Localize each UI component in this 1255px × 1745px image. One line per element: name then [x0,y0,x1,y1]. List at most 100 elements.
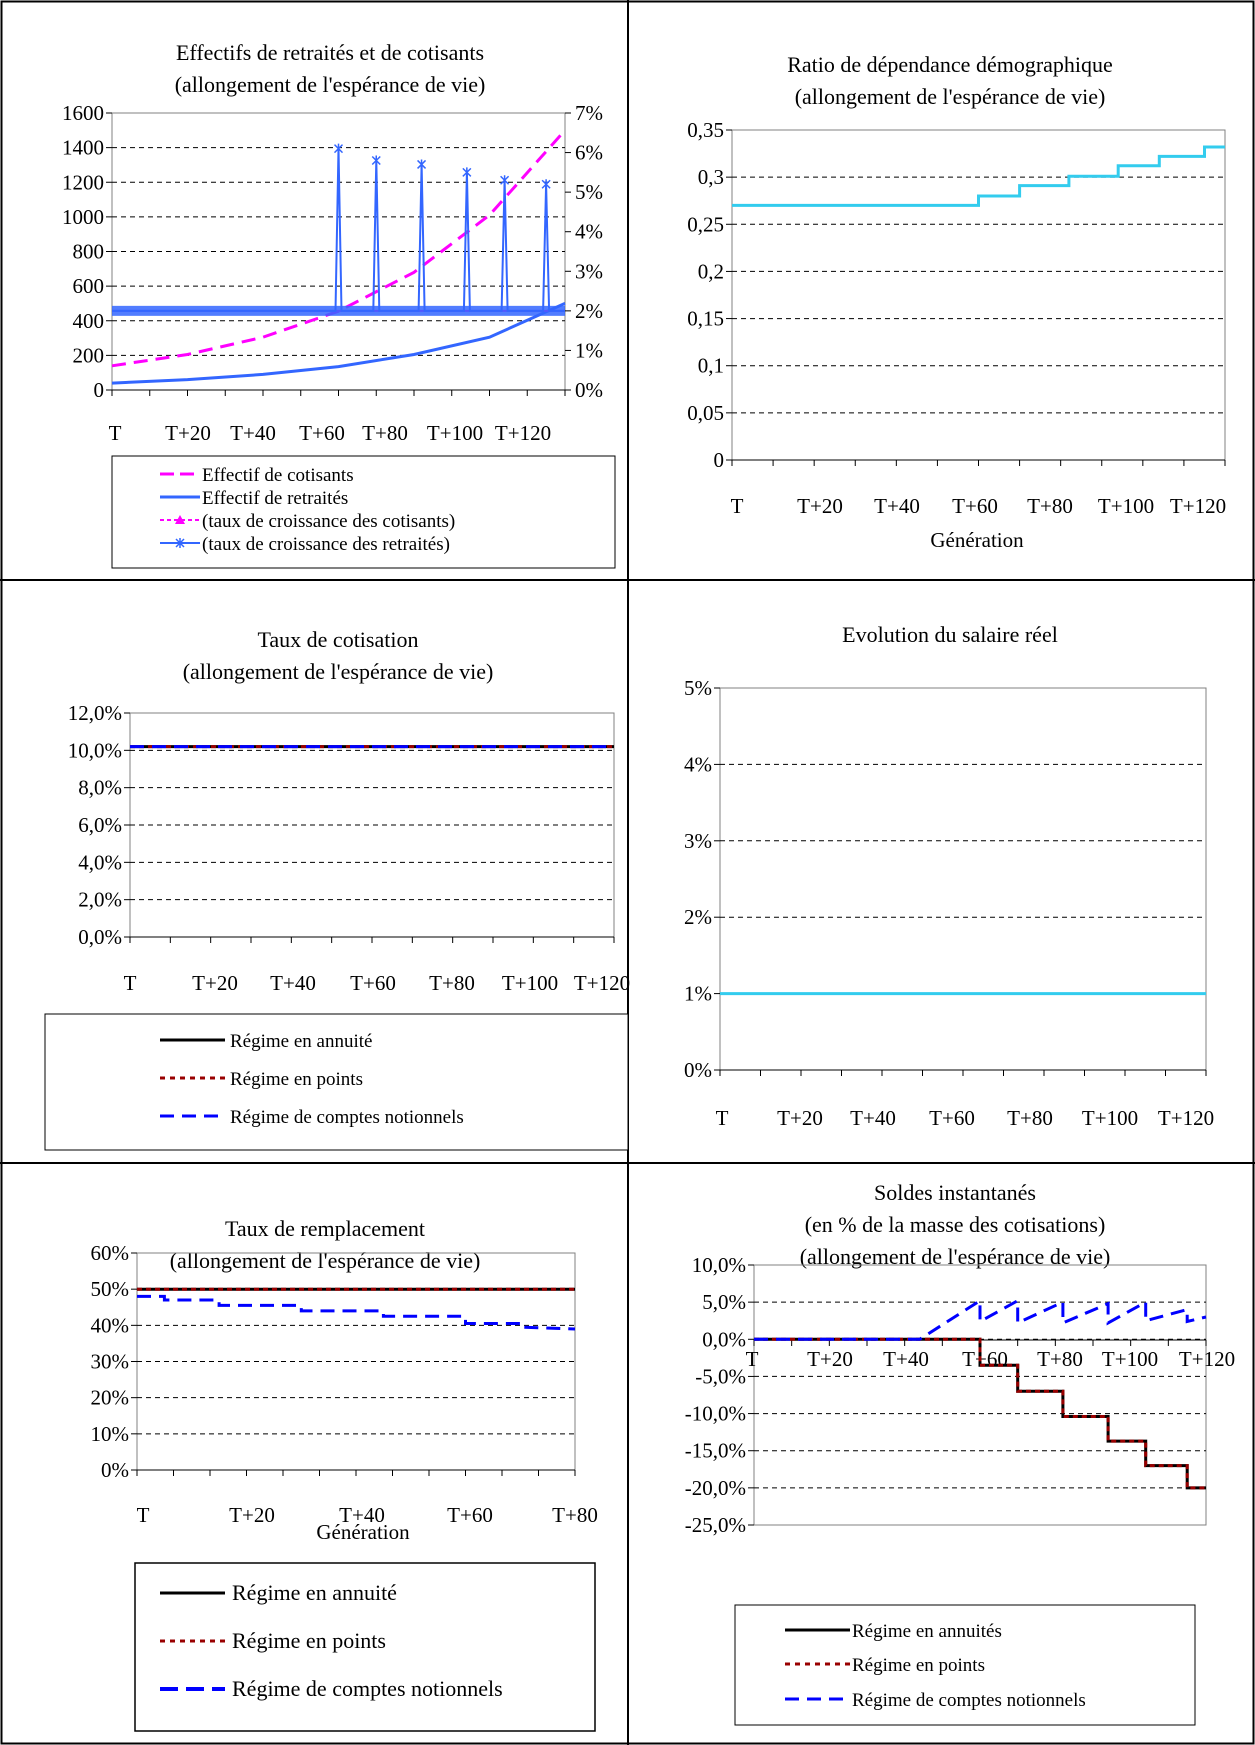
y-tick-label: 0,25 [687,212,724,236]
chart-title: Effectifs de retraités et de cotisants [176,40,484,65]
x-tick-label: T [746,1347,759,1371]
y2-tick-label: 5% [575,180,603,204]
y2-tick-label: 2% [575,299,603,323]
x-tick-label: T+100 [1098,494,1154,518]
y-tick-label: 0,15 [687,307,724,331]
x-tick-label: T+20 [192,971,238,995]
x-tick-label: T+120 [1158,1106,1214,1130]
legend-marker-star [418,159,426,169]
y2-tick-label: 4% [575,220,603,244]
x-tick-label: T+20 [807,1347,853,1371]
chart-title: (allongement de l'espérance de vie) [183,659,494,684]
legend-label: Régime en annuités [852,1621,1002,1642]
y-tick-label: 5,0% [702,1290,746,1314]
y-tick-label: 5% [684,676,712,700]
x-tick-label: T+100 [1102,1347,1158,1371]
y-tick-label: 10% [91,1422,130,1446]
x-tick-label: T+40 [883,1347,929,1371]
x-tick-label: T+40 [874,494,920,518]
x-tick-label: T+80 [1027,494,1073,518]
y-tick-label: 0,3 [698,165,724,189]
chart-salaire: Evolution du salaire réel 0% 1% 2% 3% 4% 5% T T+… [684,622,1214,1130]
y-tick-label: 800 [73,240,105,264]
y-tick-label: -10,0% [685,1402,746,1426]
x-tick-label: T+120 [574,971,630,995]
x-tick-label: T [109,421,122,445]
y-tick-label: 0,0% [702,1327,746,1351]
chart-title: (allongement de l'espérance de vie) [170,1248,481,1273]
x-tick-label: T+120 [1179,1347,1235,1371]
chart-title: (en % de la masse des cotisations) [805,1212,1106,1237]
y-tick-label: 10,0% [68,738,122,762]
x-tick-label: T+100 [1082,1106,1138,1130]
y2-tick-label: 3% [575,259,603,283]
x-tick-label: T [124,971,137,995]
x-tick-label: T+100 [427,421,483,445]
plot-area [732,130,1225,460]
x-tick-label: T+60 [299,421,345,445]
y2-tick-label: 0% [575,378,603,402]
y-tick-label: 6,0% [78,813,122,837]
y-tick-label: 0,05 [687,401,724,425]
chart-soldes: Soldes instantanés (en % de la masse des … [685,1180,1235,1725]
y-tick-label: 2% [684,905,712,929]
y-tick-label: 1000 [62,205,104,229]
series-notionnels [754,1301,1206,1340]
x-tick-label: T+60 [447,1503,493,1527]
x-tick-label: T+80 [1007,1106,1053,1130]
plot-area [720,688,1206,1070]
legend-marker-star [335,144,343,154]
y-tick-label: -25,0% [685,1513,746,1537]
x-tick-label: T+60 [952,494,998,518]
legend-label: Régime en points [852,1655,985,1676]
series-ratio [732,147,1225,205]
legend-label: Régime en points [232,1628,386,1653]
x-tick-label: T+80 [429,971,475,995]
y-tick-label: 0 [714,448,725,472]
y-tick-label: 0% [684,1058,712,1082]
y-tick-label: 0 [94,378,105,402]
x-tick-label: T [731,494,744,518]
chart-ratio: Ratio de dépendance démographique (allong… [687,52,1226,552]
y-tick-label: 600 [73,274,105,298]
x-tick-label: T+100 [502,971,558,995]
series-taux-retraites-markers [112,306,565,316]
y-tick-label: 8,0% [78,776,122,800]
y-tick-label: 1600 [62,101,104,125]
y-tick-label: 40% [91,1313,130,1337]
x-tick-label: T+40 [270,971,316,995]
legend-label: Effectif de cotisants [202,465,354,486]
x-tick-label: T+20 [229,1503,275,1527]
x-axis-label: Génération [316,1520,410,1544]
plot-area [754,1265,1206,1525]
y-tick-label: 4,0% [78,850,122,874]
x-tick-label: T+80 [552,1503,598,1527]
x-tick-label: T+60 [929,1106,975,1130]
y-tick-label: 30% [91,1350,130,1374]
y-tick-label: 60% [91,1241,130,1265]
x-tick-label: T+20 [797,494,843,518]
legend-label: Régime en points [230,1069,363,1090]
y-tick-label: 12,0% [68,701,122,725]
y-tick-label: 0,35 [687,118,724,142]
legend-label: Régime en annuité [230,1031,372,1052]
y-tick-label: 20% [91,1386,130,1410]
chart-effectifs: Effectifs de retraités et de cotisants (a… [62,40,615,568]
legend-label: Régime de comptes notionnels [852,1690,1086,1711]
y-tick-label: 0,1 [698,354,724,378]
legend-label: Régime de comptes notionnels [232,1676,503,1701]
y-tick-label: 2,0% [78,888,122,912]
y-tick-label: 0,2 [698,259,724,283]
legend-label: Régime en annuité [232,1580,397,1605]
y-tick-label: 1400 [62,136,104,160]
y-tick-label: 0,0% [78,925,122,949]
legend-label: (taux de croissance des retraités) [202,534,450,555]
y-tick-label: -15,0% [685,1439,746,1463]
x-tick-label: T+20 [165,421,211,445]
y-tick-label: 0% [101,1458,129,1482]
chart-cotisation: Taux de cotisation(allongement de l'espé… [45,627,630,1150]
legend-marker-star [463,167,471,177]
legend-label: Régime de comptes notionnels [230,1107,464,1128]
series-notionnels [137,1296,575,1329]
